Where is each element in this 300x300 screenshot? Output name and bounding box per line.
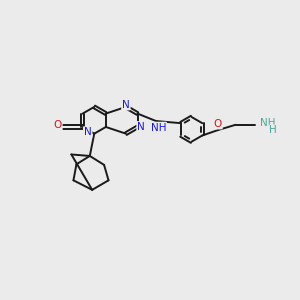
Text: O: O <box>54 120 62 130</box>
Text: H: H <box>269 125 277 135</box>
Text: N: N <box>84 127 92 137</box>
Text: O: O <box>214 118 222 129</box>
Text: N: N <box>122 100 130 110</box>
Text: N: N <box>137 122 145 132</box>
Text: NH: NH <box>151 123 166 133</box>
Text: NH: NH <box>260 118 275 128</box>
